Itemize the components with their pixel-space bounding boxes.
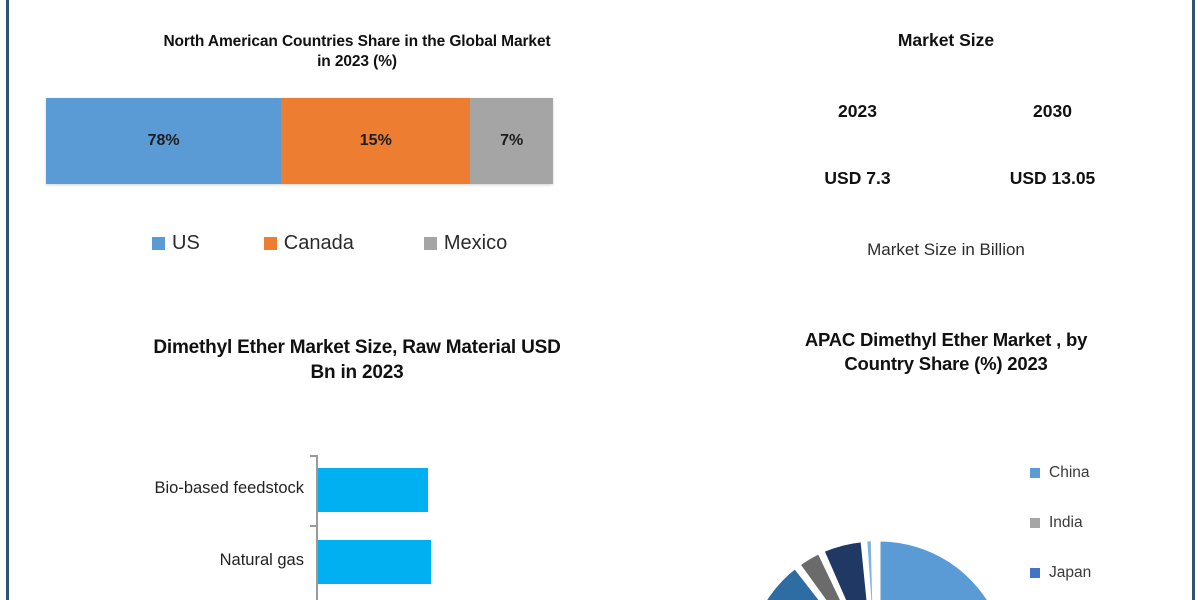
pie-legend-swatch-icon-china [1030,468,1040,478]
bar-label-bio-based-feedstock: Bio-based feedstock [154,479,304,497]
raw-material-plot-area: Bio-based feedstock Natural gas [14,455,700,600]
segment-value-mexico: 7% [500,132,524,149]
legend-swatch-icon-us [152,237,165,250]
pie-slice-sliver [864,538,875,600]
apac-chart-title: APAC Dimethyl Ether Market , by Country … [731,300,1161,377]
market-size-panel: Market Size 2023 2030 USD 7.3 USD 13.05 … [700,0,1192,300]
pie-legend-item-china: China [1030,448,1091,498]
market-size-year-row: 2023 2030 [760,101,1150,122]
pie-legend-label-china: China [1049,464,1090,481]
pie-slice-japan [821,539,870,600]
legend-label-mexico: Mexico [443,232,508,254]
pie-legend-swatch-icon-japan [1030,568,1040,578]
north-america-title-line-1: North American Countries Share in the Gl… [163,33,551,50]
market-size-value-2023: USD 7.3 [824,168,891,188]
raw-material-title-line-1: Dimethyl Ether Market Size, Raw Material… [153,337,561,358]
market-size-value-2030: USD 13.05 [1009,168,1096,188]
bar-natural-gas [318,540,431,584]
apac-title-line-1: APAC Dimethyl Ether Market , by [804,329,1088,350]
bar-label-natural-gas: Natural gas [219,551,304,569]
apac-title-line-2: Country Share (%) 2023 [844,353,1048,375]
north-america-share-chart: North American Countries Share in the Gl… [14,0,700,300]
raw-material-title-line-2: Bn in 2023 [310,362,404,384]
stacked-bar: 78% 15% 7% [46,98,553,184]
pie-legend-item-japan: Japan [1030,548,1091,598]
market-size-footnote: Market Size in Billion [867,240,1025,259]
north-america-legend: US Canada Mexico [24,232,644,255]
pie-legend-label-india: India [1049,514,1083,531]
legend-label-canada: Canada [283,232,354,254]
market-size-year-2023: 2023 [838,101,877,121]
stacked-bar-segment-canada: 15% [281,98,471,184]
right-accent-rule [1192,0,1195,600]
stacked-bar-segment-mexico: 7% [470,98,553,184]
market-size-year-2030: 2030 [1033,101,1072,121]
segment-value-us: 78% [147,132,180,149]
legend-item-canada: Canada [263,232,354,255]
legend-item-mexico: Mexico [423,232,508,255]
market-size-value-row: USD 7.3 USD 13.05 [760,168,1150,189]
legend-item-us: US [152,232,200,255]
axis-tick-middle [310,525,317,527]
raw-material-chart-title: Dimethyl Ether Market Size, Raw Material… [57,300,657,385]
pie-slice-china [877,538,991,600]
legend-label-us: US [172,232,200,254]
left-accent-rule [6,0,9,600]
pie-legend-swatch-icon-india [1030,518,1040,528]
pie-slice-india [796,550,844,600]
apac-pie-area: China India Japan [700,410,1192,600]
legend-swatch-icon-mexico [423,237,437,250]
raw-material-chart: Dimethyl Ether Market Size, Raw Material… [14,300,700,600]
market-size-heading: Market Size [897,30,995,50]
pie-legend-item-india: India [1030,498,1091,548]
apac-country-share-chart: APAC Dimethyl Ether Market , by Country … [700,300,1192,600]
north-america-chart-title: North American Countries Share in the Gl… [57,0,657,73]
value-axis-line [316,455,318,600]
pie-slice-steel [763,565,823,600]
axis-tick-top [310,455,317,457]
legend-swatch-icon-canada [263,237,277,250]
segment-value-canada: 15% [359,132,392,149]
pie-legend-label-japan: Japan [1049,564,1092,581]
north-america-title-line-2: in 2023 (%) [317,53,397,71]
apac-pie-chart [763,538,991,600]
bar-bio-based-feedstock [318,468,428,512]
stacked-bar-segment-us: 78% [46,98,282,184]
apac-pie-legend: China India Japan [1030,448,1091,598]
